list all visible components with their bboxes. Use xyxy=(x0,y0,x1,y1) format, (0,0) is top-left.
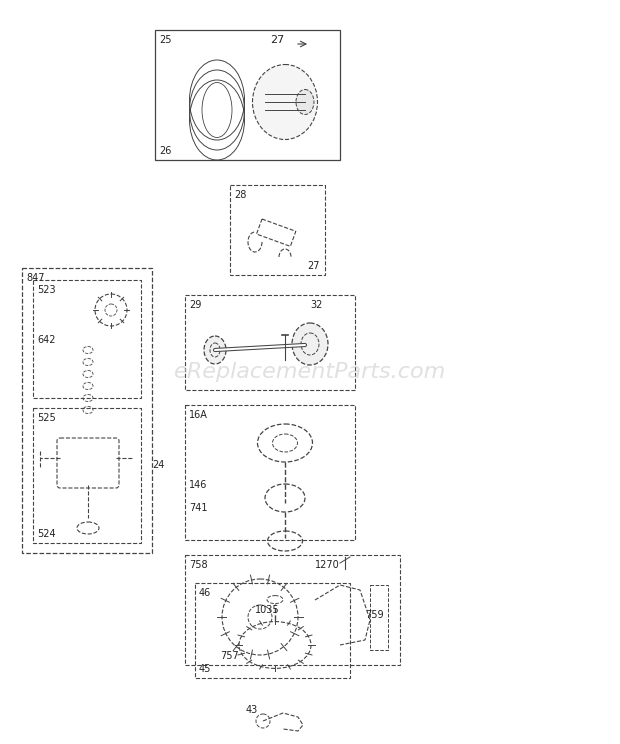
Text: 1035: 1035 xyxy=(255,605,280,615)
Text: eReplacementParts.com: eReplacementParts.com xyxy=(174,362,446,382)
Bar xyxy=(185,295,355,390)
Text: 642: 642 xyxy=(37,335,56,345)
Text: 27: 27 xyxy=(307,261,319,271)
Text: 45: 45 xyxy=(199,664,211,674)
Text: 27: 27 xyxy=(270,35,284,45)
Text: 741: 741 xyxy=(189,503,208,513)
Text: 43: 43 xyxy=(246,705,259,715)
Ellipse shape xyxy=(252,65,317,139)
Ellipse shape xyxy=(292,323,328,365)
Bar xyxy=(33,408,141,543)
Bar xyxy=(195,583,350,678)
Bar xyxy=(33,280,141,398)
Text: 523: 523 xyxy=(37,285,56,295)
Text: 28: 28 xyxy=(234,190,246,200)
Text: 26: 26 xyxy=(159,146,171,156)
Text: 524: 524 xyxy=(37,529,56,539)
Ellipse shape xyxy=(296,89,314,115)
Bar xyxy=(22,268,152,553)
Ellipse shape xyxy=(204,336,226,364)
Text: 24: 24 xyxy=(152,460,164,470)
Text: 29: 29 xyxy=(189,300,202,310)
Text: 46: 46 xyxy=(199,588,211,598)
Bar xyxy=(257,219,296,246)
Bar xyxy=(155,30,340,160)
Bar xyxy=(370,585,388,650)
Bar xyxy=(185,555,400,665)
Text: 32: 32 xyxy=(310,300,322,310)
Text: 1270: 1270 xyxy=(315,560,340,570)
Text: 847: 847 xyxy=(26,273,45,283)
Text: 525: 525 xyxy=(37,413,56,423)
Bar xyxy=(230,185,325,275)
Text: 758: 758 xyxy=(189,560,208,570)
Text: 25: 25 xyxy=(159,35,172,45)
Text: 146: 146 xyxy=(189,480,207,490)
Text: 16A: 16A xyxy=(189,410,208,420)
Text: 759: 759 xyxy=(365,610,384,620)
Bar xyxy=(185,405,355,540)
Text: 757: 757 xyxy=(220,651,239,661)
